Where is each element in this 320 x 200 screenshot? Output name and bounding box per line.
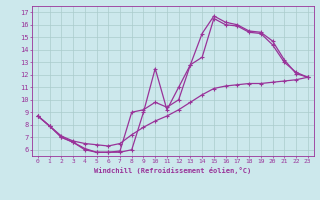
X-axis label: Windchill (Refroidissement éolien,°C): Windchill (Refroidissement éolien,°C) [94, 167, 252, 174]
